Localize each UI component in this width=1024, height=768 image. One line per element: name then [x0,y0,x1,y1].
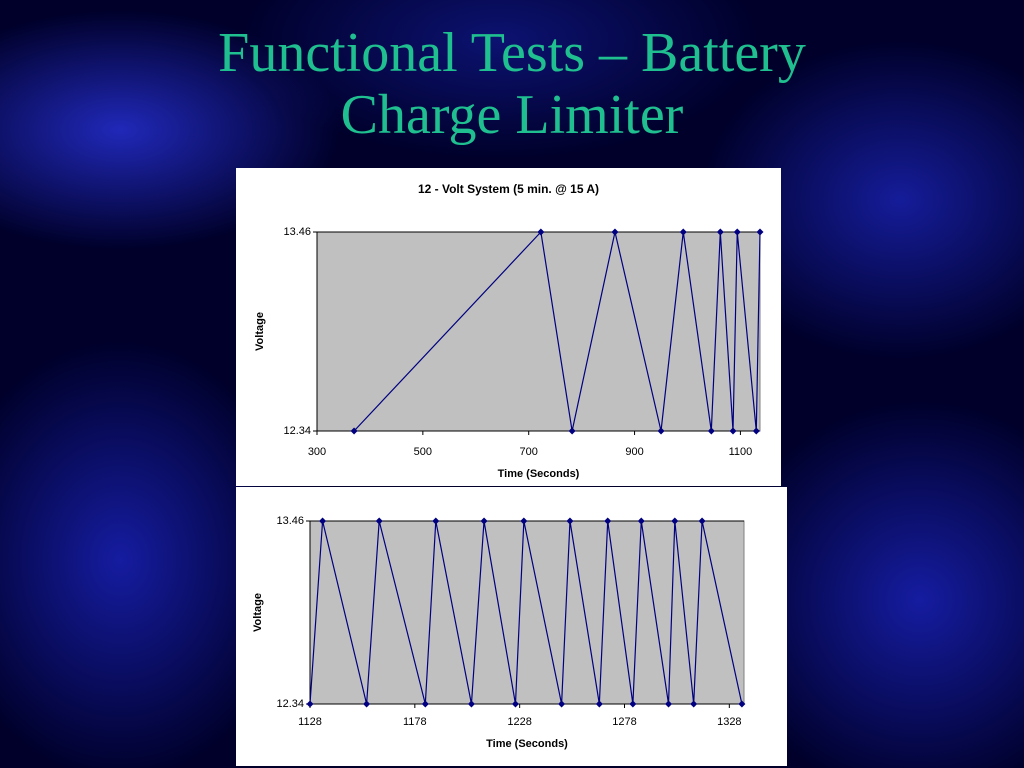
data-point [537,228,545,236]
data-point [350,427,358,435]
x-tick-label: 300 [308,446,326,458]
data-point [738,700,746,708]
data-point [657,427,665,435]
data-point [595,700,603,708]
data-point [729,427,737,435]
slide-title: Functional Tests – Battery Charge Limite… [218,22,806,146]
y-tick-label: 13.46 [283,226,311,238]
data-point [629,700,637,708]
y-axis-label: Voltage [254,312,266,351]
y-tick-label: 13.46 [276,515,304,527]
plot-area [309,520,745,705]
x-axis-label: Time (Seconds) [498,468,580,480]
x-tick-label: 1278 [612,716,636,728]
data-point [679,228,687,236]
plot-area [316,231,761,432]
chart: 12.34 13.46 1128 1178 1228 1278 1328 Time (Seco… [236,487,787,766]
x-tick-label: 500 [414,446,432,458]
x-axis-label: Time (Seconds) [486,738,568,750]
data-point [690,700,698,708]
x-tick-label: 1100 [729,446,753,458]
x-tick-label: 700 [520,446,538,458]
data-point [511,700,519,708]
data-point [421,700,429,708]
y-tick-label: 12.34 [276,698,304,710]
data-point [698,517,706,525]
data-point [363,700,371,708]
data-point [611,228,619,236]
y-axis-label: Voltage [252,593,264,632]
data-point [756,228,764,236]
y-tick-label: 12.34 [283,425,311,437]
data-point [637,517,645,525]
data-point [604,517,612,525]
data-line [353,230,761,432]
x-tick-label: 1128 [298,716,322,728]
chart-title: 12 - Volt System (5 min. @ 15 A) [418,182,599,196]
data-point [733,228,741,236]
x-tick-label: 1228 [507,716,531,728]
data-point [707,427,715,435]
x-tick-label: 900 [625,446,643,458]
data-point [319,517,327,525]
data-point [432,517,440,525]
data-point [665,700,673,708]
data-point [716,228,724,236]
data-point [568,427,576,435]
data-point [671,517,679,525]
data-point [375,517,383,525]
data-point [520,517,528,525]
data-point [566,517,574,525]
data-point [480,517,488,525]
data-point [467,700,475,708]
x-tick-label: 1328 [717,716,741,728]
data-point [558,700,566,708]
data-point [306,700,314,708]
data-point [752,427,760,435]
x-tick-label: 1178 [403,716,427,728]
chart: 12 - Volt System (5 min. @ 15 A) 12.34 13.… [236,168,781,486]
